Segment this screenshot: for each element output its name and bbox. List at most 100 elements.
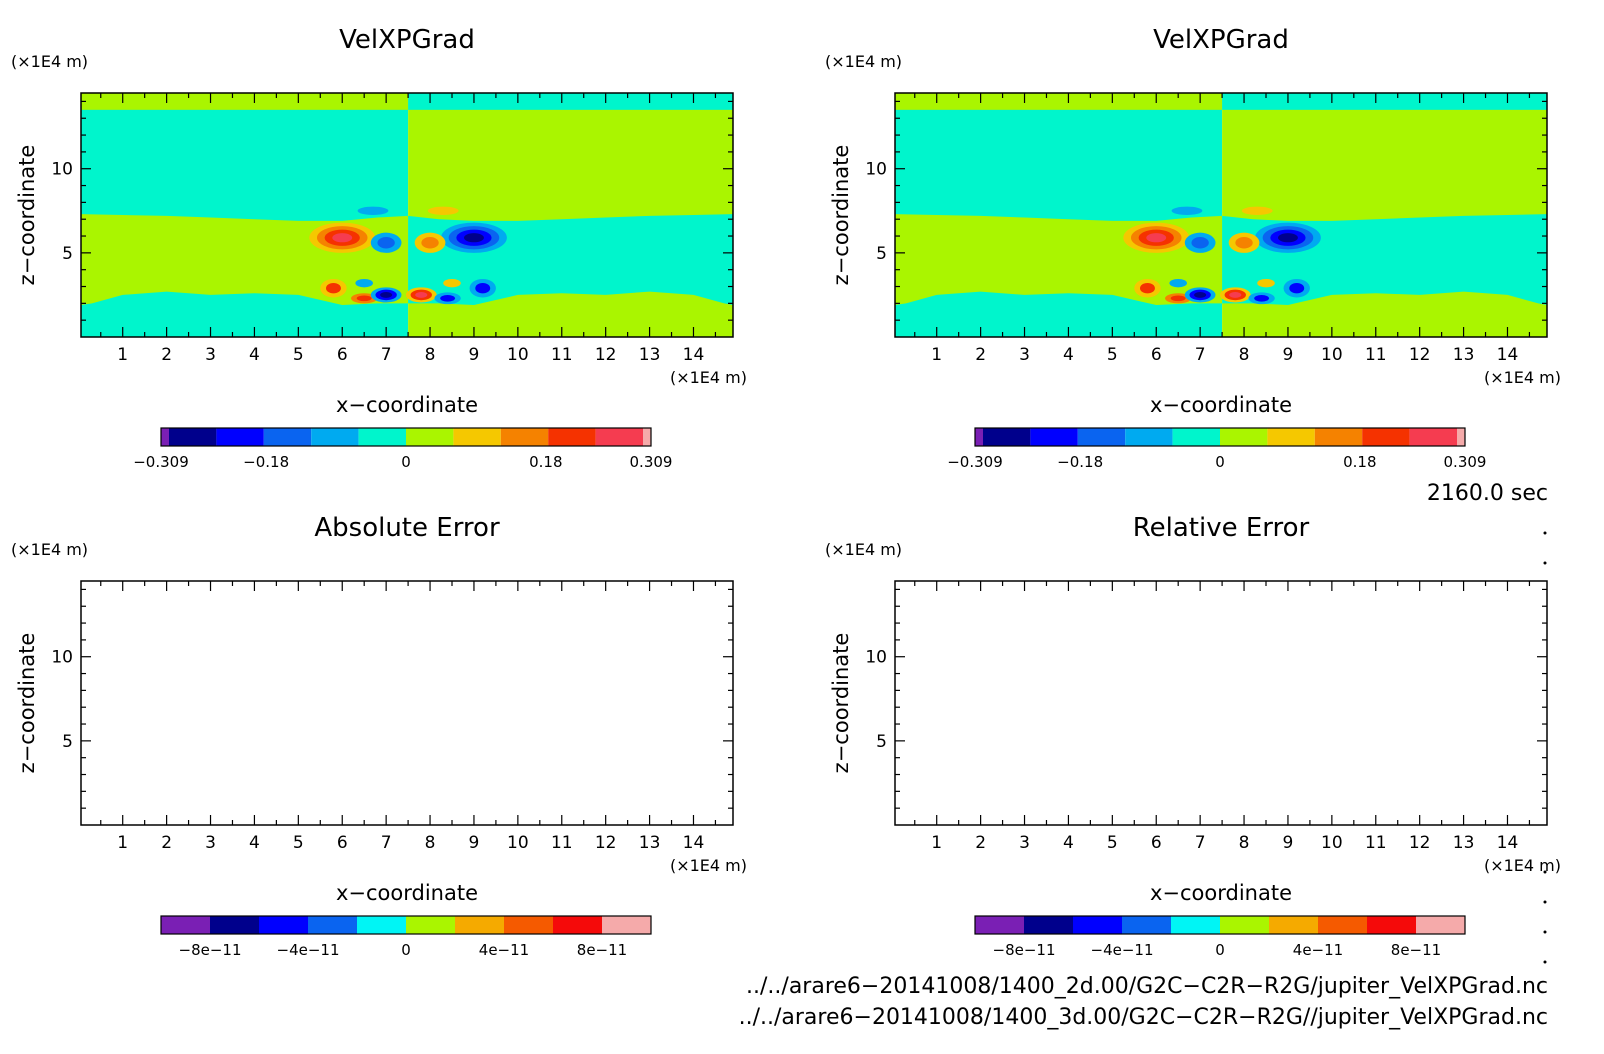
x-tick-label: 7 (1195, 833, 1206, 853)
colorbar-segment (1367, 916, 1416, 934)
x-tick-label: 13 (639, 833, 661, 853)
colorbar-segment (1362, 428, 1410, 446)
colorbar-label: 0 (401, 453, 411, 471)
colorbar-segment (504, 916, 553, 934)
panel-velx-right: VelXPGrad(×1E4 m)1 2 3 4 5 6 7 8 9 10 11 12 13 14510(… (825, 25, 1561, 471)
x-unit-label: (×1E4 m) (1484, 368, 1561, 387)
region-top-left (895, 93, 1223, 110)
x-tick-label: 14 (1497, 345, 1519, 365)
x-tick-label: 3 (1019, 345, 1030, 365)
x-tick-label: 12 (595, 833, 617, 853)
x-tick-label: 9 (1283, 833, 1294, 853)
contour-blob (1169, 278, 1187, 288)
colorbar-segment (983, 428, 1031, 446)
colorbar-frame (160, 915, 652, 935)
colorbar: −8e−11 −4e−11 0 4e−11 8e−11 (160, 915, 652, 959)
colorbar-segment (308, 916, 357, 934)
y-unit-label: (×1E4 m) (825, 52, 902, 71)
colorbar-label: −0.18 (243, 453, 289, 471)
margin-dot (1543, 930, 1547, 934)
x-tick-label: 1 (931, 833, 942, 853)
contour-blob (1191, 237, 1209, 249)
colorbar-label: 8e−11 (577, 941, 627, 959)
colorbar-segment (358, 428, 406, 446)
colorbar-segment (169, 428, 217, 446)
colorbar-segment (1125, 428, 1173, 446)
colorbar-segment (548, 428, 596, 446)
file-path-2: ../../arare6−20141008/1400_3d.00/G2C−C2R… (739, 1005, 1548, 1030)
panel-rel-error: Relative Error(×1E4 m)1 2 3 4 5 6 7 8 9 10 11 12 13 1… (825, 513, 1561, 959)
time-label: 2160.0 sec (1427, 481, 1548, 506)
x-tick-label: 6 (337, 345, 348, 365)
margin-dot (1543, 960, 1547, 964)
contour-blob (1257, 278, 1275, 288)
colorbar-segment (406, 916, 455, 934)
x-tick-label: 8 (1239, 345, 1250, 365)
x-tick-label: 5 (1107, 833, 1118, 853)
y-unit-label: (×1E4 m) (11, 540, 88, 559)
x-tick-label: 2 (161, 833, 172, 853)
x-tick-label: 1 (931, 345, 942, 365)
y-tick-label: 5 (62, 244, 73, 264)
x-tick-label: 4 (249, 345, 260, 365)
colorbar-segment (1457, 428, 1465, 446)
contour-blob (415, 291, 428, 298)
x-tick-label: 5 (1107, 345, 1118, 365)
x-tick-label: 10 (1321, 833, 1343, 853)
file-path-1: ../../arare6−20141008/1400_2d.00/G2C−C2R… (746, 974, 1548, 999)
x-tick-label: 6 (1151, 345, 1162, 365)
contour-blob (332, 233, 353, 243)
panel-title: Absolute Error (314, 513, 500, 543)
colorbar-label: −8e−11 (993, 941, 1056, 959)
contour-blob (1278, 233, 1298, 243)
x-axis-label: x−coordinate (336, 393, 478, 417)
colorbar-segment (1172, 428, 1220, 446)
contour-blob (440, 294, 456, 302)
x-tick-label: 1 (117, 345, 128, 365)
colorbar-segment (500, 428, 549, 446)
x-unit-label: (×1E4 m) (670, 368, 747, 387)
colorbar-segment (161, 916, 210, 934)
x-tick-label: 8 (425, 345, 436, 365)
colorbar-segment (1314, 428, 1363, 446)
panel-title: VelXPGrad (339, 25, 475, 55)
y-unit-label: (×1E4 m) (11, 52, 88, 71)
contour-blob (1171, 206, 1203, 215)
x-tick-label: 4 (1063, 345, 1074, 365)
colorbar-segment (975, 916, 1024, 934)
colorbar-label: 8e−11 (1391, 941, 1441, 959)
x-tick-label: 12 (1409, 833, 1431, 853)
y-tick-label: 5 (62, 732, 73, 752)
colorbar-label: −4e−11 (1091, 941, 1154, 959)
colorbar-segment (263, 428, 312, 446)
colorbar-label: 0 (1215, 941, 1225, 959)
colorbar-label: −0.18 (1057, 453, 1103, 471)
y-axis-label: z−coordinate (829, 633, 853, 774)
colorbar-frame (974, 915, 1466, 935)
x-tick-label: 5 (293, 345, 304, 365)
colorbar-label: 4e−11 (1293, 941, 1343, 959)
colorbar-segment (975, 428, 983, 446)
x-tick-label: 7 (381, 833, 392, 853)
colorbar-segment (1269, 916, 1318, 934)
contour-blob (427, 206, 459, 215)
colorbar-label: 0 (401, 941, 411, 959)
contour-field (895, 93, 1547, 337)
x-tick-label: 3 (1019, 833, 1030, 853)
contour-blob (421, 237, 439, 249)
y-tick-label: 10 (51, 160, 73, 180)
contour-blob (1146, 233, 1167, 243)
contour-blob (377, 237, 395, 249)
x-tick-label: 4 (249, 833, 260, 853)
x-tick-label: 10 (1321, 345, 1343, 365)
colorbar-label: 0 (1215, 453, 1225, 471)
colorbar-segment (161, 428, 169, 446)
colorbar-segment (1030, 428, 1078, 446)
contour-blob (475, 282, 491, 294)
colorbar-frame (974, 427, 1466, 447)
plot-frame (80, 92, 734, 338)
region-top-right (1222, 93, 1547, 110)
x-tick-label: 8 (1239, 833, 1250, 853)
colorbar-label: 0.18 (529, 453, 562, 471)
